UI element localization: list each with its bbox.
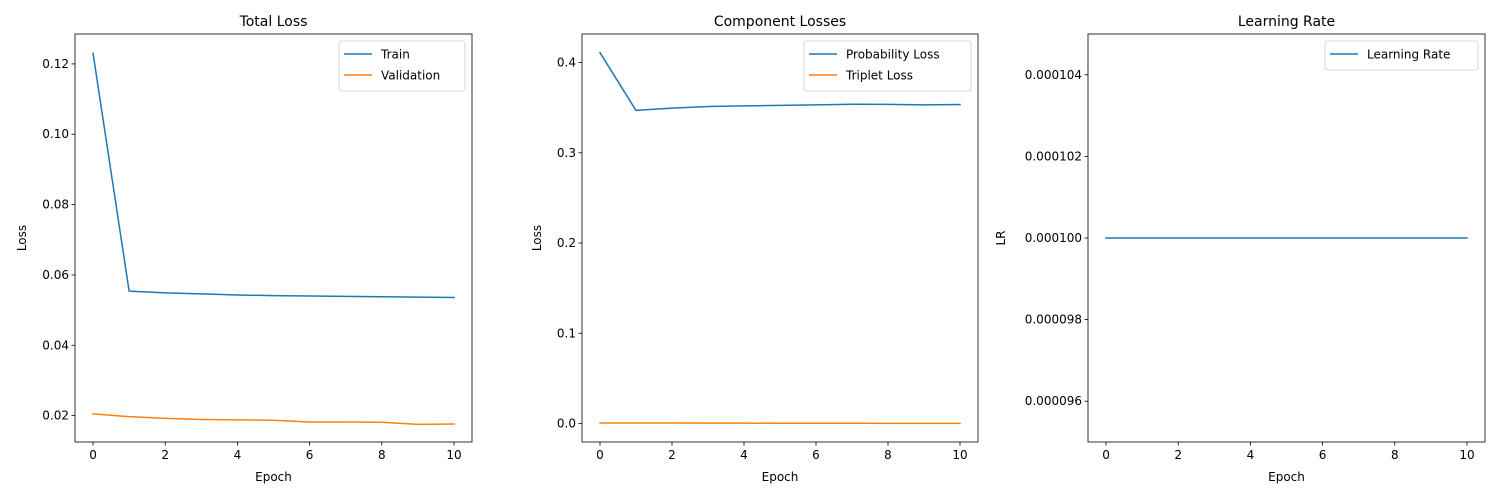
x-tick-label: 4 — [1247, 448, 1255, 462]
legend: Learning Rate — [1324, 40, 1479, 71]
y-tick-label: 0.12 — [42, 57, 69, 71]
legend: Train Validation — [338, 40, 466, 92]
legend-label: Validation — [381, 69, 440, 83]
y-tick-label: 0.000100 — [1025, 231, 1082, 245]
x-tick-label: 0 — [1102, 448, 1110, 462]
y-tick-label: 0.000104 — [1025, 68, 1082, 82]
subplot-1: 0 2 4 6 8 10 0.02 0.04 0.06 0.08 0.10 0.12 Total Los… — [15, 14, 473, 484]
y-tick-label: 0.10 — [42, 127, 69, 141]
chart-title: Total Loss — [239, 14, 308, 30]
series-line-1 — [92, 52, 455, 299]
y-tick-label: 0.08 — [42, 198, 69, 212]
y-tick-label: 0.000102 — [1025, 149, 1082, 163]
x-tick-label: 10 — [1459, 448, 1474, 462]
x-axis-label: Epoch — [255, 470, 292, 484]
x-tick-label: 4 — [234, 448, 242, 462]
y-tick-label: 0.4 — [557, 56, 576, 70]
series-line-2 — [92, 413, 455, 426]
x-tick-label: 10 — [446, 448, 461, 462]
x-tick-label: 2 — [1174, 448, 1182, 462]
x-tick-label: 4 — [740, 448, 748, 462]
x-tick-label: 2 — [668, 448, 676, 462]
chart-title: Learning Rate — [1238, 14, 1335, 30]
y-axis-label: Loss — [530, 225, 544, 251]
x-axis-label: Epoch — [762, 470, 799, 484]
y-axis-label: LR — [994, 230, 1008, 245]
legend-label: Triplet Loss — [845, 69, 913, 83]
series-line-1 — [598, 51, 961, 112]
y-tick-label: 0.0 — [557, 417, 576, 431]
x-tick-label: 0 — [89, 448, 97, 462]
y-tick-label: 0.04 — [42, 338, 69, 352]
plot-frame — [74, 33, 473, 443]
x-tick-label: 6 — [1319, 448, 1327, 462]
y-tick-label: 0.1 — [557, 326, 576, 340]
legend-box — [1324, 40, 1479, 71]
legend-box — [803, 40, 972, 92]
y-tick-label: 0.02 — [42, 409, 69, 423]
legend-label: Probability Loss — [846, 48, 940, 62]
y-tick-label: 0.000096 — [1025, 394, 1082, 408]
y-tick-label: 0.2 — [557, 236, 576, 250]
plot-frame — [581, 33, 979, 443]
x-tick-label: 8 — [884, 448, 892, 462]
chart-title: Component Losses — [714, 14, 846, 30]
x-tick-label: 8 — [1391, 448, 1399, 462]
x-tick-label: 6 — [306, 448, 314, 462]
legend-label: Learning Rate — [1367, 48, 1450, 62]
x-axis-label: Epoch — [1268, 470, 1305, 484]
x-tick-label: 6 — [812, 448, 820, 462]
legend: Probability Loss Triplet Loss — [803, 40, 972, 92]
x-tick-label: 10 — [952, 448, 967, 462]
y-axis-label: Loss — [15, 225, 29, 251]
legend-label: Train — [380, 48, 410, 62]
y-tick-label: 0.3 — [557, 146, 576, 160]
subplot-3: 0 2 4 6 8 10 0.000096 0.000098 0.000100 0.000102 0… — [994, 14, 1486, 484]
x-tick-label: 0 — [596, 448, 604, 462]
x-tick-label: 2 — [161, 448, 169, 462]
x-tick-label: 8 — [378, 448, 386, 462]
y-tick-label: 0.000098 — [1025, 313, 1082, 327]
subplot-2: 0 2 4 6 8 10 0.0 0.1 0.2 0.3 0.4 Component Losses Ep… — [530, 14, 979, 484]
y-tick-label: 0.06 — [42, 268, 69, 282]
